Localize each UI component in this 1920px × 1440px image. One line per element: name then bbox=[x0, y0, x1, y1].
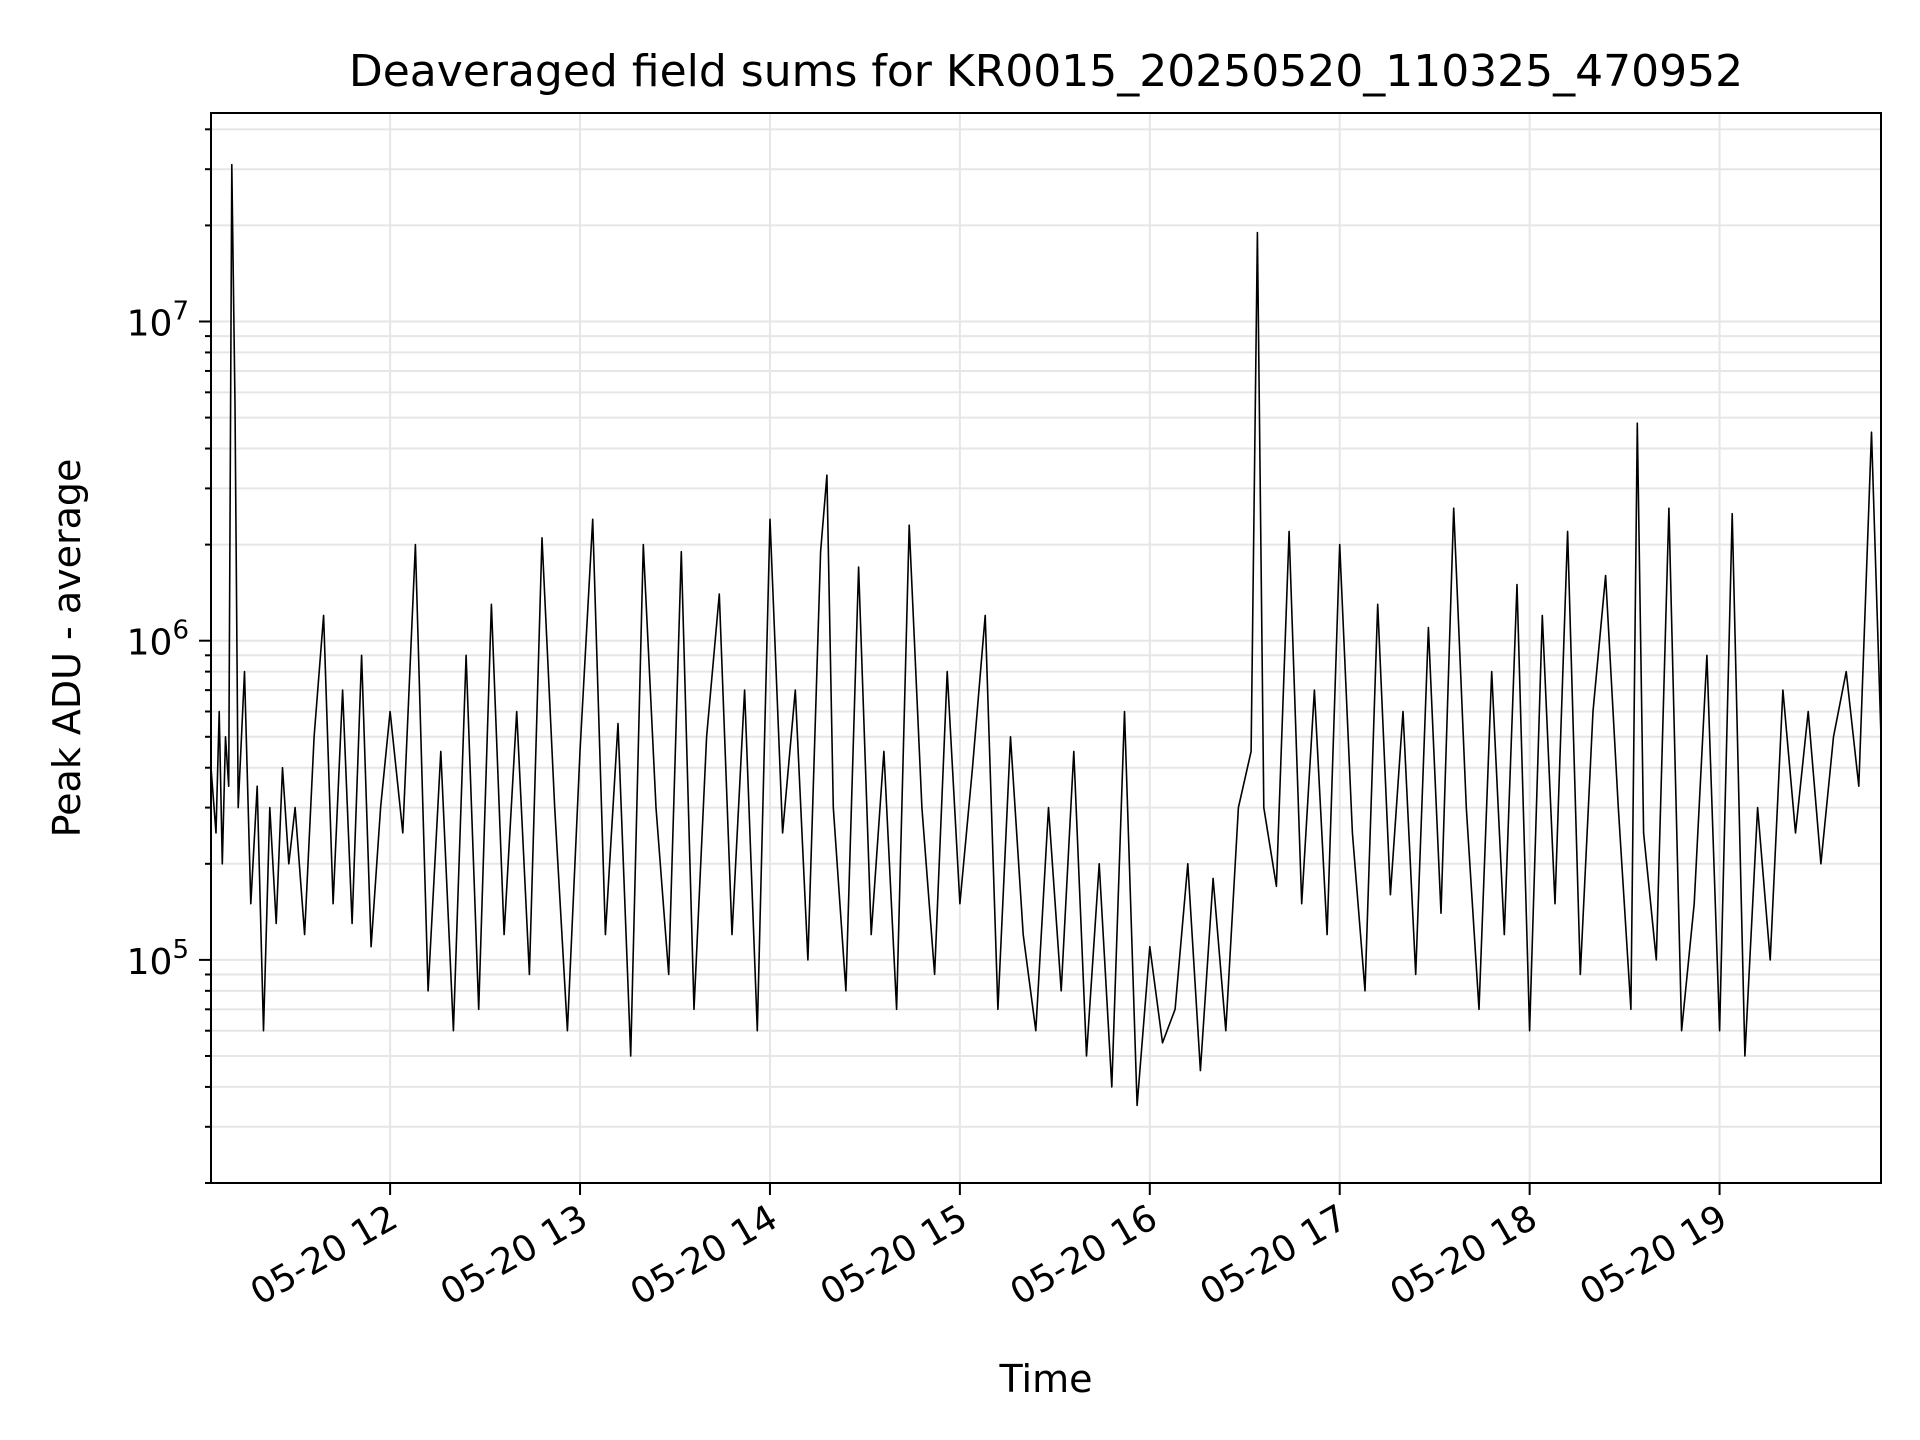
y-tick-label: 105 bbox=[127, 935, 189, 983]
x-tick-label: 05-20 19 bbox=[1573, 1197, 1734, 1313]
x-tick-label: 05-20 13 bbox=[434, 1197, 595, 1313]
series-polyline bbox=[210, 163, 1882, 1107]
plot-frame bbox=[210, 112, 1882, 1184]
x-tick-label: 05-20 17 bbox=[1194, 1197, 1355, 1313]
x-tick-label: 05-20 15 bbox=[814, 1197, 975, 1313]
chart-title: Deaveraged field sums for KR0015_2025052… bbox=[349, 46, 1743, 97]
x-tick-label: 05-20 18 bbox=[1383, 1197, 1544, 1313]
data-series-line bbox=[210, 163, 1882, 1107]
y-tick-label: 107 bbox=[127, 297, 189, 345]
y-axis-ticks: 105 106 107 bbox=[127, 128, 211, 1184]
x-tick-label: 05-20 14 bbox=[624, 1197, 785, 1313]
x-axis-label: Time bbox=[999, 1357, 1093, 1401]
y-axis-label: Peak ADU - average bbox=[45, 459, 89, 838]
y-tick-label: 106 bbox=[127, 616, 189, 664]
x-axis-ticks: 05-20 12 05-20 13 05-20 14 05-20 15 05-20 16… bbox=[244, 1183, 1734, 1314]
x-tick-label: 05-20 12 bbox=[244, 1197, 405, 1313]
x-tick-label: 05-20 16 bbox=[1004, 1197, 1165, 1313]
grid-lines bbox=[211, 113, 1881, 1184]
